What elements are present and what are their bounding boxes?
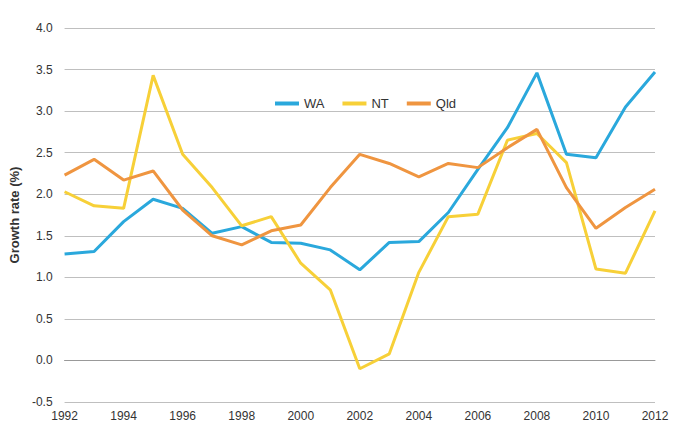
svg-text:2002: 2002 xyxy=(346,409,373,422)
svg-text:1.5: 1.5 xyxy=(36,229,53,243)
svg-text:2000: 2000 xyxy=(287,409,314,422)
svg-text:3.5: 3.5 xyxy=(36,63,53,77)
svg-text:1998: 1998 xyxy=(228,409,255,422)
svg-text:2008: 2008 xyxy=(524,409,551,422)
svg-text:2010: 2010 xyxy=(583,409,610,422)
svg-text:2012: 2012 xyxy=(642,409,669,422)
svg-text:NT: NT xyxy=(371,96,388,111)
svg-text:0.0: 0.0 xyxy=(36,353,53,367)
svg-text:Growth rate (%): Growth rate (%) xyxy=(7,167,22,264)
svg-text:0.5: 0.5 xyxy=(36,312,53,326)
svg-text:WA: WA xyxy=(304,96,325,111)
svg-text:Qld: Qld xyxy=(436,96,456,111)
svg-text:2004: 2004 xyxy=(405,409,432,422)
svg-text:1992: 1992 xyxy=(51,409,78,422)
svg-text:1.0: 1.0 xyxy=(36,270,53,284)
svg-text:2.5: 2.5 xyxy=(36,146,53,160)
svg-text:2006: 2006 xyxy=(465,409,492,422)
svg-text:3.0: 3.0 xyxy=(36,104,53,118)
svg-text:-0.5: -0.5 xyxy=(32,395,53,409)
svg-text:1994: 1994 xyxy=(110,409,137,422)
svg-text:1996: 1996 xyxy=(169,409,196,422)
svg-text:2.0: 2.0 xyxy=(36,187,53,201)
svg-text:4.0: 4.0 xyxy=(36,21,53,35)
